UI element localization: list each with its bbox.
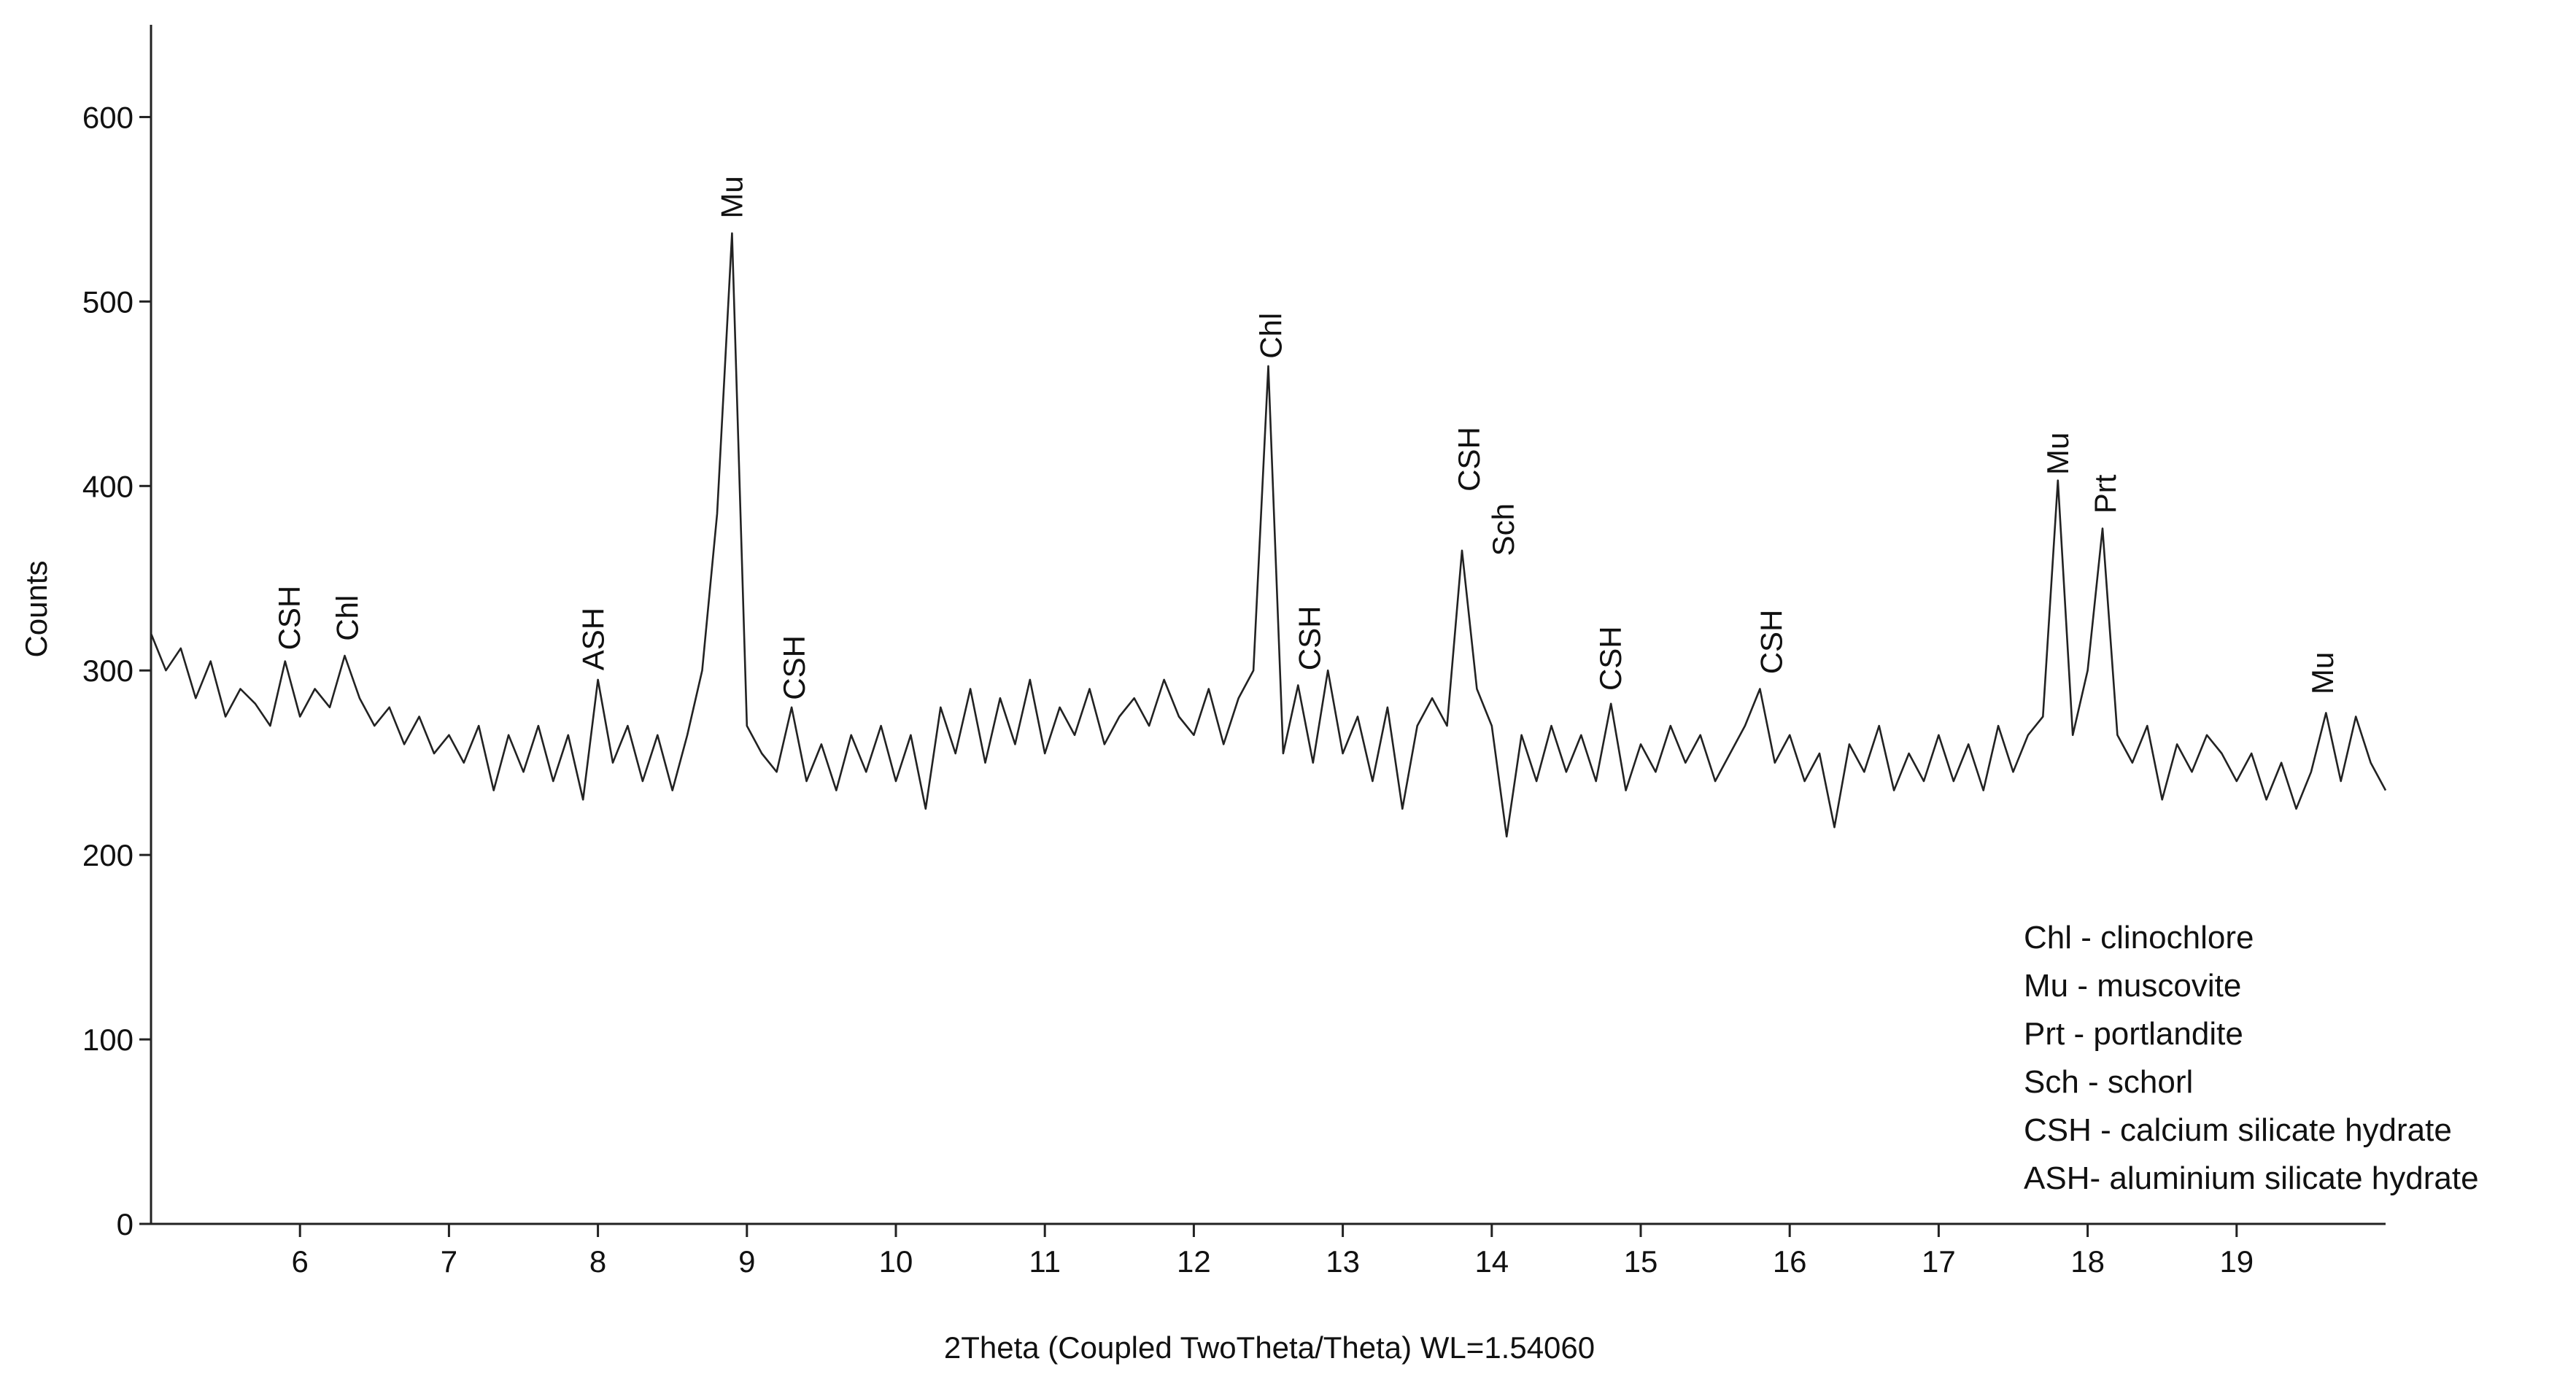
y-tick-label: 0 (117, 1207, 134, 1241)
x-tick-label: 15 (1624, 1244, 1658, 1279)
y-tick-label: 600 (82, 100, 134, 134)
x-tick-label: 17 (1922, 1244, 1956, 1279)
x-tick-label: 19 (2219, 1244, 2254, 1279)
legend-note: Sch - schorl (2024, 1064, 2193, 1100)
y-tick-label: 300 (82, 654, 134, 688)
x-tick-label: 7 (441, 1244, 457, 1279)
peak-label: Mu (714, 176, 749, 218)
peak-label: CSH (1755, 610, 1789, 675)
x-tick-label: 12 (1177, 1244, 1211, 1279)
peak-label: Prt (2088, 474, 2122, 513)
x-axis-label: 2Theta (Coupled TwoTheta/Theta) WL=1.540… (944, 1330, 1595, 1365)
diffraction-line (150, 232, 2387, 838)
peak-label: Mu (2041, 433, 2075, 475)
legend-note: Prt - portlandite (2024, 1016, 2243, 1052)
x-tick-label: 6 (292, 1244, 309, 1279)
x-tick-label: 16 (1773, 1244, 1807, 1279)
peak-label: ASH (576, 608, 610, 670)
y-tick-label: 200 (82, 838, 134, 872)
y-tick-label: 100 (82, 1023, 134, 1057)
peak-label: CSH (272, 586, 306, 651)
x-tick-label: 8 (589, 1244, 606, 1279)
x-tick-label: 13 (1326, 1244, 1360, 1279)
x-tick-label: 10 (879, 1244, 913, 1279)
peak-label: Sch (1486, 503, 1520, 556)
peak-label: Chl (330, 595, 365, 641)
x-tick-label: 11 (1029, 1244, 1061, 1279)
peak-label: CSH (1452, 427, 1486, 492)
peak-label: Chl (1254, 313, 1288, 359)
peak-label: CSH (1293, 606, 1327, 671)
legend-note: CSH - calcium silicate hydrate (2024, 1112, 2452, 1148)
peak-label: CSH (1593, 626, 1628, 691)
peak-label: Mu (2305, 652, 2340, 694)
y-tick-label: 500 (82, 284, 134, 319)
x-tick-label: 9 (738, 1244, 755, 1279)
peak-label: CSH (777, 635, 811, 700)
y-tick-label: 400 (82, 469, 134, 503)
legend-note: ASH- aluminium silicate hydrate (2024, 1160, 2479, 1196)
x-tick-label: 14 (1474, 1244, 1509, 1279)
legend-note: Chl - clinochlore (2024, 920, 2254, 955)
x-tick-label: 18 (2070, 1244, 2105, 1279)
y-axis-label: Counts (19, 560, 53, 657)
legend-note: Mu - muscovite (2024, 968, 2241, 1004)
